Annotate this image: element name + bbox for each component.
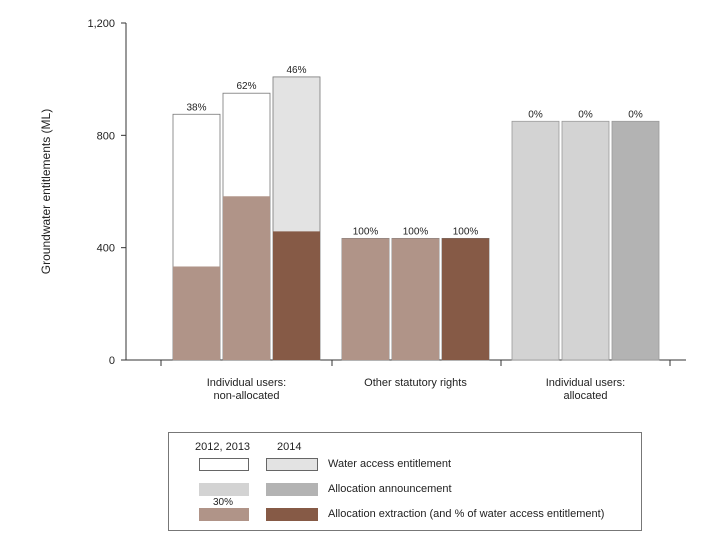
- bar-allocation-extraction: [392, 238, 439, 360]
- bar-allocation-announcement: [611, 120, 660, 361]
- bar-percent-label: 0%: [628, 109, 643, 120]
- bar-percent-label: 100%: [403, 226, 429, 237]
- legend-label-extraction: Allocation extraction (and % of water ac…: [328, 508, 605, 520]
- bar-allocation-extraction: [173, 266, 220, 360]
- bar-percent-label: 100%: [453, 226, 479, 237]
- x-category-label: allocated: [563, 390, 607, 402]
- bar-allocation-extraction: [442, 238, 489, 360]
- bar-percent-label: 38%: [186, 102, 206, 113]
- chart-legend: 2012, 2013 2014 Water access entitlement…: [168, 432, 642, 531]
- chart-labels: Individual users:non-allocated38%62%46%O…: [186, 65, 642, 402]
- bar-percent-label: 0%: [578, 109, 593, 120]
- chart-bars: [172, 76, 660, 361]
- x-category-label: Individual users:: [546, 377, 626, 389]
- bar-percent-label: 100%: [353, 226, 379, 237]
- legend-swatch-announcement-2014: [266, 483, 318, 496]
- legend-example-percent: 30%: [213, 497, 234, 508]
- bar-allocation-extraction: [273, 231, 320, 360]
- bar-allocation-extraction: [342, 238, 389, 360]
- groundwater-chart: 0 400 800 1,200 Groundwater entitlements (ML…: [39, 18, 686, 402]
- legend-swatch-extraction-early: [199, 508, 249, 521]
- legend-label-announcement: Allocation announcement: [328, 483, 452, 495]
- y-tick-label: 400: [97, 243, 115, 255]
- bar-percent-label: 62%: [236, 81, 256, 92]
- x-category-label: Other statutory rights: [364, 377, 467, 389]
- y-tick-label: 800: [97, 130, 115, 142]
- bar-allocation-announcement: [511, 120, 560, 361]
- legend-header-2014: 2014: [277, 441, 302, 453]
- x-category-label: non-allocated: [213, 390, 279, 402]
- y-axis-title: Groundwater entitlements (ML): [39, 109, 53, 274]
- legend-header-2012-2013: 2012, 2013: [195, 441, 251, 453]
- bar-percent-label: 0%: [528, 109, 543, 120]
- y-tick-label: 0: [109, 355, 115, 367]
- legend-swatch-water-access-early: [199, 458, 249, 471]
- y-tick-label: 1,200: [87, 18, 115, 30]
- x-category-label: Individual users:: [207, 377, 287, 389]
- legend-swatch-water-access-2014: [266, 458, 318, 471]
- bar-allocation-extraction: [223, 196, 270, 360]
- legend-label-water-access: Water access entitlement: [328, 458, 452, 470]
- bar-allocation-announcement: [561, 120, 610, 361]
- legend-swatch-announcement-early: [199, 483, 249, 496]
- bar-percent-label: 46%: [286, 65, 306, 76]
- legend-swatch-extraction-2014: [266, 508, 318, 521]
